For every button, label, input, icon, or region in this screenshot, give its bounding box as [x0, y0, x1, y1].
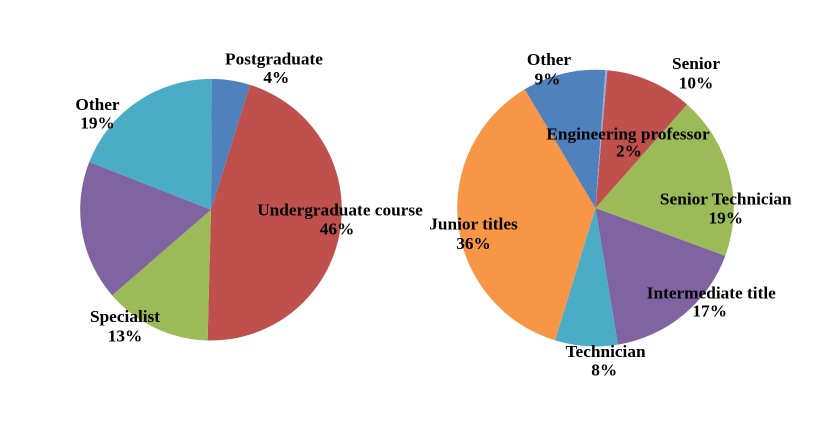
svg-text:4%: 4% — [263, 68, 289, 87]
svg-text:19%: 19% — [709, 209, 744, 228]
svg-text:17%: 17% — [692, 302, 727, 321]
svg-text:8%: 8% — [591, 361, 617, 380]
svg-text:Other: Other — [75, 95, 119, 114]
svg-text:19%: 19% — [80, 114, 115, 133]
svg-text:13%: 13% — [108, 327, 143, 346]
svg-text:10%: 10% — [679, 73, 714, 92]
svg-text:Engineering professor: Engineering professor — [546, 124, 710, 143]
svg-text:36%: 36% — [456, 234, 491, 253]
svg-text:Other: Other — [527, 50, 571, 69]
svg-text:46%: 46% — [320, 220, 355, 239]
svg-text:Specialist: Specialist — [90, 307, 160, 326]
svg-text:Technician: Technician — [566, 342, 646, 361]
svg-text:Undergraduate course: Undergraduate course — [257, 201, 423, 220]
svg-text:9%: 9% — [535, 70, 561, 89]
svg-text:Postgraduate: Postgraduate — [225, 50, 323, 69]
svg-text:Junior titles: Junior titles — [429, 215, 518, 234]
svg-text:Intermediate title: Intermediate title — [647, 283, 776, 302]
svg-text:2%: 2% — [616, 141, 642, 160]
svg-text:Senior Technician: Senior Technician — [660, 190, 792, 209]
svg-text:Senior: Senior — [672, 54, 720, 73]
